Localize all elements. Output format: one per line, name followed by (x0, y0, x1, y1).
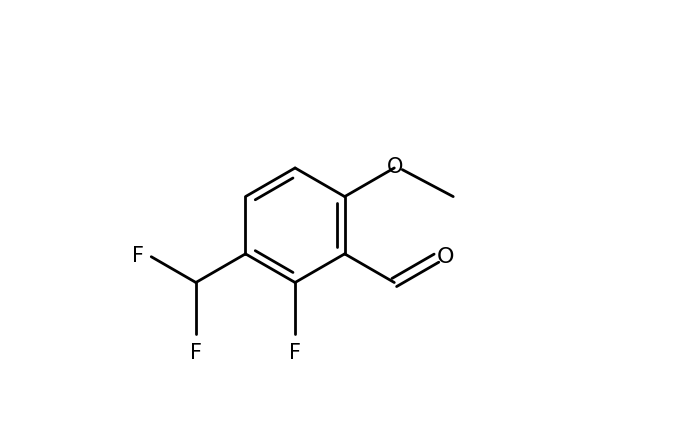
Text: F: F (131, 245, 144, 265)
Text: O: O (388, 156, 403, 176)
Text: O: O (437, 247, 455, 266)
Text: F: F (190, 342, 202, 362)
Text: F: F (289, 342, 301, 362)
